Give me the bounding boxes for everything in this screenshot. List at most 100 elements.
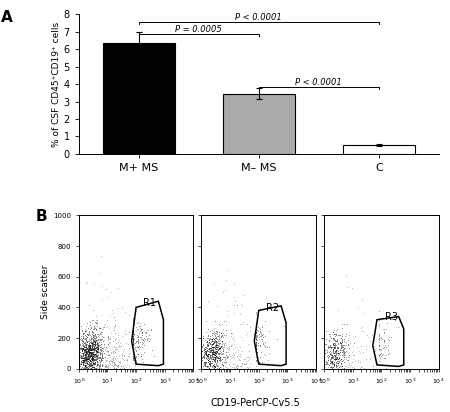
- Point: [80, 343, 87, 350]
- Point: [334, 348, 342, 354]
- Point: [99, 353, 106, 360]
- Point: [90, 336, 97, 343]
- Point: [252, 331, 260, 338]
- Point: [79, 355, 86, 362]
- Point: [89, 349, 96, 356]
- Point: [334, 362, 342, 368]
- Point: [91, 346, 98, 352]
- Point: [213, 330, 220, 337]
- Point: [332, 344, 339, 351]
- Point: [94, 341, 101, 348]
- Point: [79, 327, 86, 334]
- Point: [80, 358, 87, 364]
- Point: [326, 360, 333, 366]
- Point: [217, 349, 224, 356]
- Point: [76, 341, 84, 348]
- Point: [328, 364, 335, 371]
- Point: [209, 346, 216, 352]
- Point: [75, 365, 82, 371]
- Point: [206, 355, 213, 362]
- Point: [218, 344, 225, 351]
- Point: [99, 362, 106, 369]
- Point: [86, 344, 94, 351]
- Point: [211, 353, 218, 360]
- Point: [91, 352, 99, 358]
- Point: [81, 351, 89, 358]
- Point: [86, 342, 93, 349]
- Point: [77, 351, 84, 358]
- Point: [209, 342, 216, 348]
- Point: [85, 356, 92, 363]
- Point: [339, 352, 346, 358]
- Point: [215, 331, 222, 338]
- Point: [84, 344, 91, 350]
- Point: [320, 350, 328, 357]
- Point: [328, 345, 335, 352]
- Point: [93, 351, 100, 358]
- Point: [198, 345, 205, 352]
- Point: [130, 339, 137, 346]
- Point: [82, 341, 90, 347]
- Text: R2: R2: [266, 303, 279, 313]
- Point: [92, 335, 99, 341]
- Point: [208, 351, 216, 357]
- Point: [213, 358, 220, 364]
- Point: [130, 336, 137, 343]
- Point: [81, 356, 88, 363]
- Point: [98, 364, 105, 371]
- Point: [225, 353, 232, 359]
- Point: [124, 357, 131, 363]
- Point: [94, 353, 101, 360]
- Point: [327, 333, 334, 339]
- Point: [333, 347, 340, 353]
- Point: [98, 351, 105, 358]
- Point: [356, 365, 363, 371]
- Point: [87, 337, 94, 343]
- Point: [130, 328, 137, 335]
- Point: [198, 356, 206, 363]
- Point: [207, 357, 214, 364]
- Point: [345, 332, 352, 338]
- Point: [213, 336, 220, 342]
- Point: [205, 351, 212, 358]
- Point: [89, 354, 96, 361]
- Point: [210, 350, 217, 357]
- Point: [77, 354, 84, 360]
- Point: [75, 326, 82, 332]
- Point: [382, 351, 390, 358]
- Point: [324, 349, 331, 356]
- Point: [130, 332, 137, 339]
- Point: [198, 348, 205, 354]
- Point: [93, 361, 100, 368]
- Point: [93, 340, 100, 346]
- Point: [133, 346, 140, 353]
- Point: [252, 344, 259, 351]
- Point: [202, 351, 209, 357]
- Point: [338, 358, 346, 365]
- Point: [212, 330, 220, 337]
- Point: [112, 322, 119, 329]
- Point: [331, 351, 338, 358]
- Point: [258, 335, 265, 342]
- Point: [211, 338, 218, 345]
- Point: [130, 324, 137, 330]
- Point: [87, 349, 94, 356]
- Point: [259, 324, 266, 330]
- Point: [95, 332, 102, 339]
- Point: [255, 328, 262, 335]
- Point: [375, 332, 382, 339]
- Point: [202, 352, 209, 359]
- Point: [86, 354, 93, 360]
- Point: [332, 356, 339, 362]
- Point: [237, 301, 244, 308]
- Point: [333, 362, 340, 369]
- Point: [231, 344, 239, 350]
- Point: [201, 355, 208, 362]
- Point: [77, 360, 84, 367]
- Point: [377, 334, 384, 340]
- Point: [384, 346, 391, 353]
- Point: [130, 347, 137, 354]
- Point: [211, 281, 218, 287]
- Point: [205, 298, 212, 305]
- Point: [198, 360, 205, 366]
